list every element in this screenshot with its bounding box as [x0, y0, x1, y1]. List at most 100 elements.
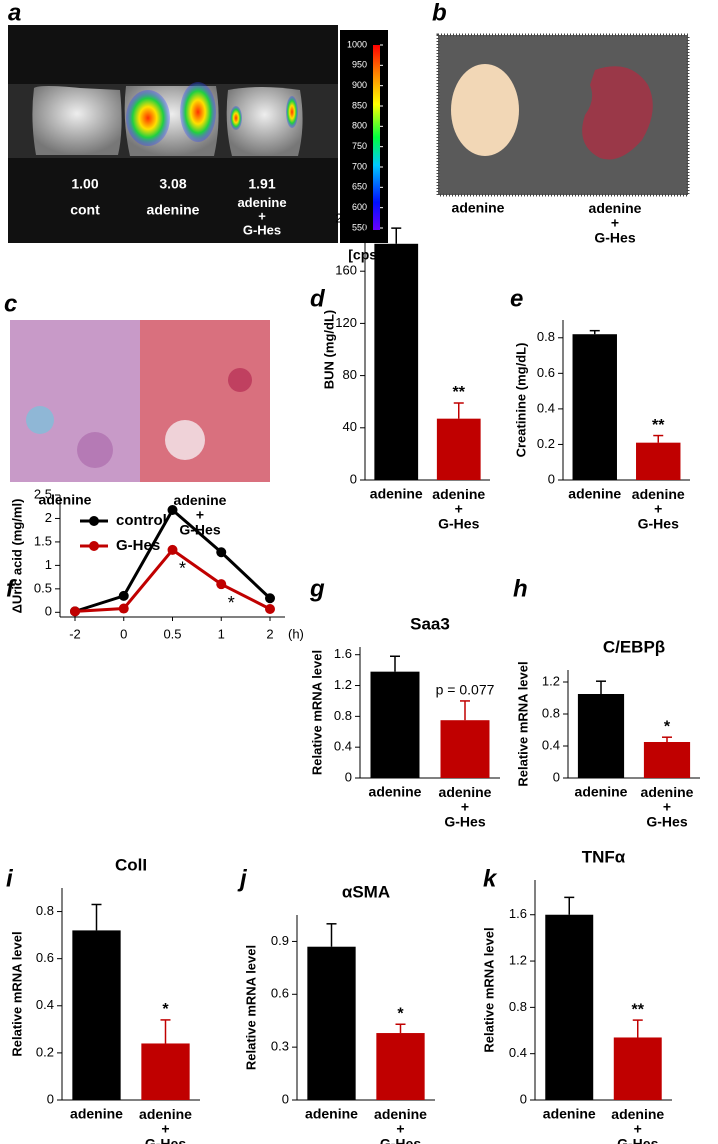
- y-tick-label: 0.2: [36, 1044, 54, 1059]
- y-axis-label: BUN (mg/dL): [321, 310, 336, 389]
- bar: [436, 418, 481, 480]
- y-axis-label: Relative mRNA level: [309, 650, 324, 775]
- legend-label: control: [116, 512, 167, 529]
- panel-letter: f: [6, 575, 16, 602]
- panel-letter: k: [483, 865, 498, 892]
- y-tick-label: 1.6: [334, 646, 352, 661]
- colorbar-tick-label: 950: [352, 60, 367, 70]
- point: [216, 547, 227, 558]
- x-tick-label: adenine: [369, 784, 422, 800]
- y-tick-label: 0.6: [537, 365, 555, 380]
- x-tick-label: 0.5: [163, 626, 181, 641]
- signal-spot: [286, 96, 298, 128]
- y-tick-label: 0.8: [509, 999, 527, 1014]
- y-axis-label: ΔUric acid (mg/ml): [9, 499, 24, 614]
- kidney-image: [226, 87, 303, 156]
- y-axis-label: Relative mRNA level: [9, 931, 24, 1056]
- x-tick-label: adenine: [370, 486, 423, 502]
- colorbar-tick-label: 700: [352, 161, 367, 171]
- annotation: p = 0.077: [436, 682, 495, 698]
- panel-letter: d: [310, 285, 326, 312]
- point: [216, 579, 227, 590]
- tissue-detail: [165, 420, 205, 460]
- signal-value: 1.91: [248, 176, 275, 192]
- bar: [643, 742, 691, 778]
- bar: [613, 1037, 662, 1100]
- y-axis-label: Relative mRNA level: [515, 661, 530, 786]
- colorbar-tick-label: 850: [352, 100, 367, 110]
- annotation: *: [664, 718, 671, 735]
- kidney: [582, 66, 653, 160]
- y-tick-label: 1.2: [509, 952, 527, 967]
- point: [167, 505, 178, 516]
- annotation: *: [162, 1001, 169, 1018]
- y-tick-label: 0.6: [36, 950, 54, 965]
- y-tick-label: 0.4: [537, 400, 555, 415]
- histology-image: [140, 320, 270, 482]
- y-tick-label: 0.8: [542, 705, 560, 720]
- annotation: *: [397, 1005, 404, 1022]
- bar: [72, 930, 121, 1100]
- line: [74, 507, 272, 613]
- y-tick-label: 0.8: [334, 708, 352, 723]
- colorbar-tick-label: 800: [352, 121, 367, 131]
- panel-letter: a: [8, 0, 21, 26]
- annotation: *: [179, 559, 186, 579]
- y-tick-label: 0: [350, 471, 357, 486]
- y-tick-label: 0.4: [509, 1045, 527, 1060]
- x-tick-label: adenine + G-Hes: [632, 486, 685, 531]
- colorbar-tick-label: 900: [352, 80, 367, 90]
- y-tick-label: 2.5: [34, 486, 52, 501]
- y-tick-label: 80: [343, 367, 357, 382]
- y-tick-label: 200: [335, 210, 357, 225]
- y-tick-label: 0: [345, 769, 352, 784]
- point: [167, 544, 178, 555]
- tissue-detail: [228, 368, 252, 392]
- bar: [572, 334, 617, 480]
- sample-label: cont: [70, 202, 100, 218]
- point: [265, 604, 275, 615]
- y-tick-label: 1.6: [509, 906, 527, 921]
- point: [70, 606, 80, 617]
- y-tick-label: 120: [335, 315, 357, 330]
- bar: [545, 914, 594, 1100]
- sample-label: adenine + G-Hes: [589, 200, 642, 245]
- legend-label: G-Hes: [116, 537, 160, 554]
- y-tick-label: 0.3: [271, 1039, 289, 1054]
- y-tick-label: 0.6: [271, 986, 289, 1001]
- histology-image: [10, 320, 140, 482]
- colorbar-tick-label: 750: [352, 141, 367, 151]
- x-tick-label: adenine + G-Hes: [139, 1106, 192, 1144]
- point: [118, 590, 129, 601]
- bar: [141, 1043, 190, 1100]
- point: [118, 603, 129, 614]
- panel-letter: j: [237, 865, 248, 892]
- y-tick-label: 0.9: [271, 933, 289, 948]
- annotation: **: [453, 384, 466, 401]
- x-tick-label: -2: [69, 626, 81, 641]
- y-tick-label: 0.2: [537, 436, 555, 451]
- bar: [636, 442, 681, 480]
- x-tick-label: 0: [120, 626, 127, 641]
- y-tick-label: 0.5: [34, 580, 52, 595]
- bar: [374, 243, 419, 480]
- y-tick-label: 0.4: [36, 997, 54, 1012]
- y-tick-label: 1: [45, 557, 52, 572]
- annotation: **: [632, 1001, 645, 1018]
- panel-letter: h: [513, 575, 528, 602]
- y-tick-label: 0.8: [36, 903, 54, 918]
- chart-title: TNFα: [582, 847, 626, 866]
- y-tick-label: 0: [520, 1091, 527, 1106]
- y-axis-label: Relative mRNA level: [481, 927, 496, 1052]
- bar: [307, 946, 356, 1100]
- chart-title: ColI: [115, 855, 147, 874]
- y-tick-label: 0.8: [537, 329, 555, 344]
- signal-spot: [230, 106, 242, 130]
- x-tick-label: adenine: [568, 486, 621, 502]
- signal-value: 3.08: [159, 176, 186, 192]
- bar: [370, 671, 420, 778]
- colorbar-tick-label: 600: [352, 202, 367, 212]
- sample-label: adenine + G-Hes: [237, 195, 286, 237]
- point: [265, 593, 275, 604]
